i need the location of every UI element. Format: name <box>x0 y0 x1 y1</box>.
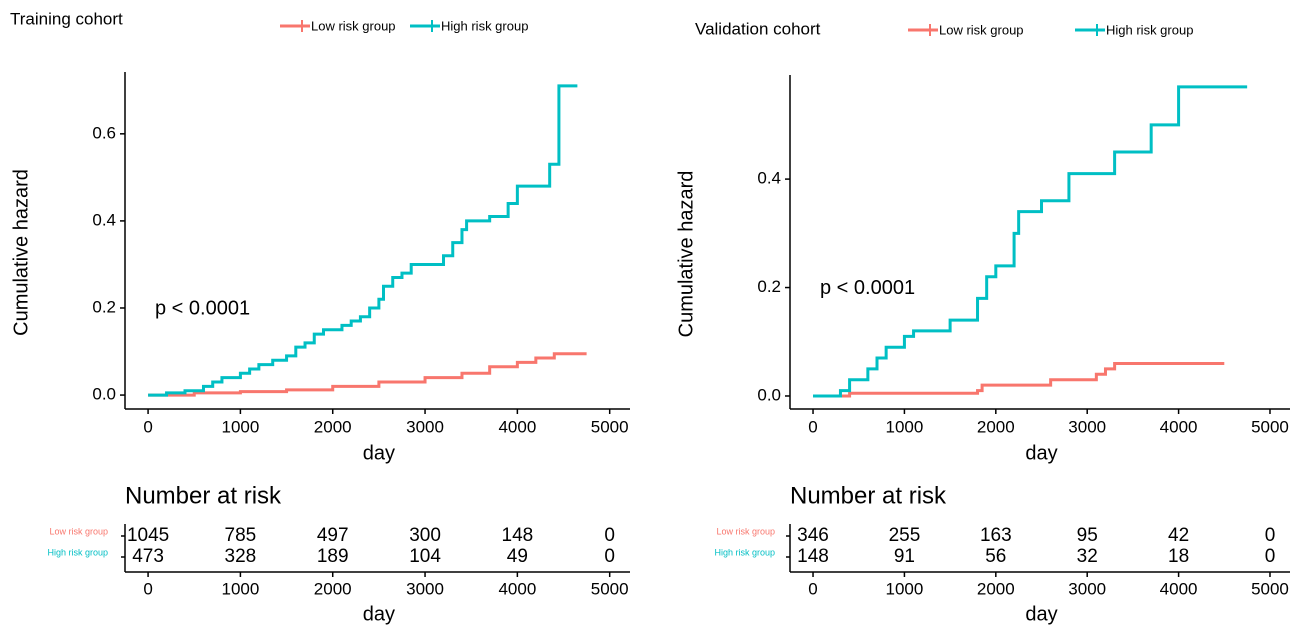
row-label: Low risk group <box>716 526 775 536</box>
x-tick-label: 3000 <box>1068 417 1106 436</box>
table-tick-label: 2000 <box>977 579 1015 598</box>
risk-count: 1045 <box>127 525 169 546</box>
x-tick-label: 3000 <box>406 417 444 436</box>
x-tick-label: 4000 <box>1160 417 1198 436</box>
table-x-label: day <box>1025 603 1057 625</box>
risk-count: 91 <box>894 546 915 567</box>
y-tick-label: 0.0 <box>92 385 116 404</box>
table-tick-label: 4000 <box>498 579 536 598</box>
risk-count: 56 <box>985 546 1006 567</box>
x-tick-label: 5000 <box>1251 417 1289 436</box>
p-value: p < 0.0001 <box>820 277 915 299</box>
risk-count: 255 <box>889 525 921 546</box>
panel: Training cohort Low risk group High risk g… <box>10 9 630 625</box>
table-tick-label: 0 <box>808 579 817 598</box>
risk-count: 189 <box>317 546 349 567</box>
risk-count: 473 <box>132 546 164 567</box>
table-tick-label: 0 <box>143 579 152 598</box>
risk-count: 42 <box>1168 525 1189 546</box>
risk-count: 0 <box>1265 525 1276 546</box>
legend-label: Low risk group <box>939 22 1024 37</box>
x-axis-label: day <box>363 442 395 464</box>
x-tick-label: 2000 <box>977 417 1015 436</box>
panel-title: Training cohort <box>10 9 123 28</box>
legend-censor <box>1091 24 1103 36</box>
risk-count: 49 <box>507 546 528 567</box>
x-tick-label: 1000 <box>886 417 924 436</box>
risk-count: 163 <box>980 525 1012 546</box>
hazard-curve <box>148 352 587 397</box>
y-tick-label: 0.4 <box>92 210 116 229</box>
legend-label: High risk group <box>1106 22 1193 37</box>
legend-censor <box>426 20 438 32</box>
risk-count: 0 <box>604 546 615 567</box>
risk-count: 32 <box>1077 546 1098 567</box>
risk-count: 785 <box>225 525 257 546</box>
risk-count: 95 <box>1077 525 1098 546</box>
y-tick-label: 0.2 <box>92 297 116 316</box>
risk-count: 328 <box>225 546 257 567</box>
table-tick-label: 5000 <box>591 579 629 598</box>
risk-count: 148 <box>502 525 534 546</box>
x-tick-label: 0 <box>143 417 152 436</box>
risk-count: 0 <box>604 525 615 546</box>
hazard-curve <box>148 84 578 397</box>
x-tick-label: 1000 <box>221 417 259 436</box>
hazard-curve <box>813 361 1225 398</box>
legend-label: High risk group <box>441 18 528 33</box>
y-tick-label: 0.4 <box>757 169 781 188</box>
p-value: p < 0.0001 <box>155 297 250 319</box>
table-tick-label: 3000 <box>406 579 444 598</box>
x-axis-label: day <box>1025 442 1057 464</box>
hazard-curve <box>813 85 1248 398</box>
risk-table-title: Number at risk <box>125 482 282 509</box>
legend-label: Low risk group <box>311 18 396 33</box>
x-tick-label: 2000 <box>314 417 352 436</box>
table-tick-label: 4000 <box>1160 579 1198 598</box>
table-tick-label: 1000 <box>221 579 259 598</box>
x-tick-label: 0 <box>808 417 817 436</box>
x-tick-label: 4000 <box>498 417 536 436</box>
panel-title: Validation cohort <box>695 19 821 38</box>
y-axis-label: Cumulative hazard <box>10 169 32 336</box>
y-tick-label: 0.2 <box>757 277 781 296</box>
risk-count: 0 <box>1265 546 1276 567</box>
risk-count: 300 <box>409 525 441 546</box>
table-tick-label: 2000 <box>314 579 352 598</box>
row-label: High risk group <box>47 547 108 557</box>
row-label: Low risk group <box>49 526 108 536</box>
legend-censor <box>924 24 936 36</box>
risk-count: 18 <box>1168 546 1189 567</box>
y-tick-label: 0.6 <box>92 123 116 142</box>
table-tick-label: 5000 <box>1251 579 1289 598</box>
panel: Validation cohort Low risk group High risk… <box>675 19 1290 625</box>
y-axis-label: Cumulative hazard <box>675 171 697 338</box>
table-tick-label: 3000 <box>1068 579 1106 598</box>
table-tick-label: 1000 <box>886 579 924 598</box>
legend-censor <box>296 20 308 32</box>
risk-count: 497 <box>317 525 349 546</box>
risk-table-title: Number at risk <box>790 482 947 509</box>
y-tick-label: 0.0 <box>757 385 781 404</box>
risk-count: 346 <box>797 525 829 546</box>
risk-count: 104 <box>409 546 441 567</box>
risk-count: 148 <box>797 546 829 567</box>
table-x-label: day <box>363 603 395 625</box>
row-label: High risk group <box>714 547 775 557</box>
x-tick-label: 5000 <box>591 417 629 436</box>
